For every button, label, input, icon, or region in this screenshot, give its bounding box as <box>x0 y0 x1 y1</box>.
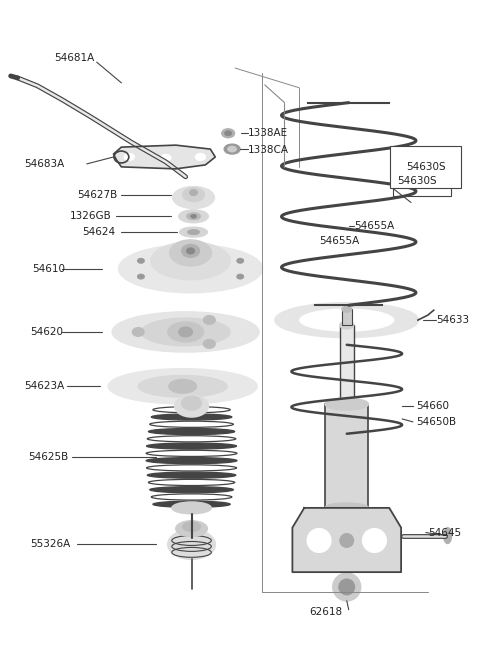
Ellipse shape <box>325 503 369 513</box>
Ellipse shape <box>228 146 237 152</box>
Text: 54645: 54645 <box>428 527 461 538</box>
Ellipse shape <box>225 131 231 136</box>
Bar <box>393 166 451 196</box>
Text: 54660: 54660 <box>416 401 449 411</box>
Ellipse shape <box>146 443 237 449</box>
Polygon shape <box>113 145 216 169</box>
Text: 54623A: 54623A <box>24 381 65 391</box>
Text: 55326A: 55326A <box>30 540 71 550</box>
Ellipse shape <box>204 339 216 348</box>
Bar <box>325 404 369 508</box>
Ellipse shape <box>191 214 196 218</box>
Ellipse shape <box>148 428 235 435</box>
Text: 54630S: 54630S <box>397 176 437 186</box>
Text: 54650B: 54650B <box>416 417 456 427</box>
Text: 1338AE: 1338AE <box>248 128 288 138</box>
Ellipse shape <box>146 458 237 464</box>
Text: 54624: 54624 <box>82 227 115 237</box>
Text: 54625B: 54625B <box>28 453 69 462</box>
Ellipse shape <box>137 258 144 263</box>
Ellipse shape <box>112 312 259 352</box>
Ellipse shape <box>195 153 205 160</box>
Ellipse shape <box>182 244 200 257</box>
Ellipse shape <box>190 189 197 196</box>
Ellipse shape <box>176 521 207 536</box>
Ellipse shape <box>224 144 240 154</box>
Text: 54655A: 54655A <box>319 236 360 246</box>
Ellipse shape <box>182 396 202 410</box>
Ellipse shape <box>108 369 257 403</box>
Ellipse shape <box>175 395 208 417</box>
Ellipse shape <box>204 316 216 324</box>
Circle shape <box>333 573 360 601</box>
Ellipse shape <box>188 230 200 234</box>
Ellipse shape <box>325 398 369 410</box>
Ellipse shape <box>147 472 236 478</box>
Ellipse shape <box>179 210 208 223</box>
Ellipse shape <box>187 213 201 220</box>
Ellipse shape <box>180 227 207 237</box>
Ellipse shape <box>187 248 194 254</box>
Circle shape <box>339 579 355 595</box>
Ellipse shape <box>137 274 144 279</box>
Ellipse shape <box>138 375 227 397</box>
Ellipse shape <box>170 240 211 266</box>
Ellipse shape <box>179 327 192 337</box>
Text: 54683A: 54683A <box>24 159 65 169</box>
Ellipse shape <box>124 153 134 160</box>
Circle shape <box>307 529 331 552</box>
Polygon shape <box>292 508 401 572</box>
Ellipse shape <box>172 502 211 514</box>
Text: 54630S: 54630S <box>406 162 446 172</box>
Ellipse shape <box>151 414 232 420</box>
Ellipse shape <box>169 379 196 393</box>
Ellipse shape <box>161 155 171 161</box>
Text: 1338CA: 1338CA <box>248 145 289 155</box>
Ellipse shape <box>183 187 204 202</box>
Ellipse shape <box>132 328 144 337</box>
Text: 1326GB: 1326GB <box>70 212 112 221</box>
Ellipse shape <box>275 303 419 337</box>
Ellipse shape <box>173 187 214 208</box>
Ellipse shape <box>237 274 244 279</box>
Ellipse shape <box>150 487 233 493</box>
Ellipse shape <box>340 321 354 329</box>
Ellipse shape <box>222 129 235 138</box>
Text: 54655A: 54655A <box>355 221 395 231</box>
Ellipse shape <box>168 530 216 559</box>
Circle shape <box>362 529 386 552</box>
Text: 54633: 54633 <box>436 315 469 325</box>
Ellipse shape <box>168 322 204 342</box>
Bar <box>342 309 352 325</box>
Ellipse shape <box>183 522 201 532</box>
Ellipse shape <box>119 245 262 292</box>
Text: 54681A: 54681A <box>54 53 95 63</box>
Circle shape <box>340 534 354 548</box>
Text: 54620: 54620 <box>30 327 63 337</box>
Ellipse shape <box>342 307 352 312</box>
Ellipse shape <box>141 318 230 346</box>
Ellipse shape <box>444 528 452 544</box>
Ellipse shape <box>300 309 394 331</box>
Ellipse shape <box>151 242 230 280</box>
Text: 54610: 54610 <box>33 264 65 274</box>
Text: 62618: 62618 <box>309 607 342 616</box>
Text: 54627B: 54627B <box>77 189 117 200</box>
Ellipse shape <box>153 501 230 508</box>
Bar <box>340 325 354 404</box>
Ellipse shape <box>237 258 244 263</box>
